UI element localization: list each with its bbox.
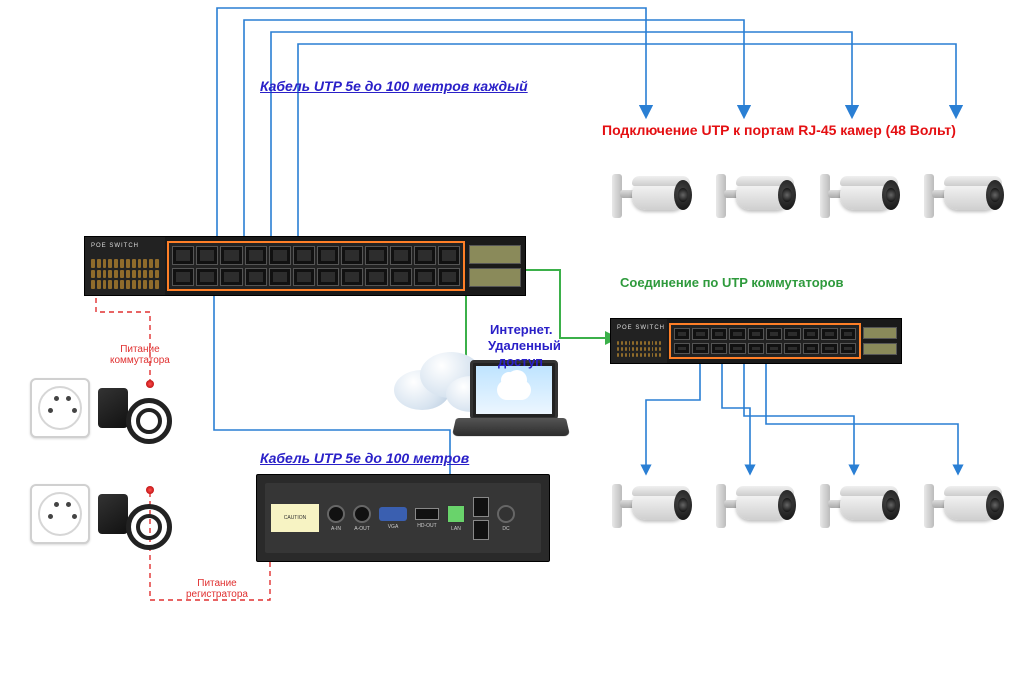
rj45-port — [196, 268, 218, 287]
caution-sticker: CAUTION — [271, 504, 319, 532]
rj45-port — [317, 246, 339, 265]
rj45-port — [220, 246, 242, 265]
switch-sfp-slots — [469, 245, 521, 287]
rj45-port — [729, 343, 745, 355]
power-adapter — [98, 378, 178, 448]
rj45-port — [390, 246, 412, 265]
rj45-port — [269, 246, 291, 265]
ip-camera — [610, 478, 690, 538]
ip-camera — [714, 168, 794, 228]
rj45-port — [245, 268, 267, 287]
rj45-port — [172, 246, 194, 265]
rj45-port — [692, 343, 708, 355]
label-internet-1: Интернет. — [490, 322, 552, 337]
label-switch-link: Соединение по UTP коммутаторов — [620, 275, 844, 290]
switch-brand-label: POE SWITCH — [617, 325, 665, 331]
rj45-port — [438, 246, 460, 265]
switch-port-bank — [669, 323, 861, 359]
lan-port — [447, 505, 465, 523]
ip-camera — [610, 168, 690, 228]
rj45-port — [341, 268, 363, 287]
rj45-port — [821, 328, 837, 340]
rj45-port — [341, 246, 363, 265]
power-adapter — [98, 484, 178, 554]
switch-brand-label: POE SWITCH — [91, 243, 139, 249]
rj45-port — [840, 328, 856, 340]
rj45-port — [821, 343, 837, 355]
ip-camera — [922, 478, 1002, 538]
label-power-nvr: Питание регистратора — [186, 578, 248, 600]
ip-camera — [818, 478, 898, 538]
rj45-port — [390, 268, 412, 287]
label-utp-100m: Кабель UTP 5e до 100 метров — [260, 450, 469, 466]
switch-status-panel: POE SWITCH — [85, 237, 165, 295]
label-power-switch: Питание коммутатора — [110, 344, 170, 366]
hdmi-port — [415, 508, 439, 520]
rj45-port — [803, 328, 819, 340]
dc-in-jack — [497, 505, 515, 523]
switch-port-bank — [167, 241, 465, 291]
nvr-recorder: CAUTION A-IN A-OUT VGA HD-OUT LAN DC — [256, 474, 550, 562]
rj45-port — [293, 246, 315, 265]
rj45-port — [293, 268, 315, 287]
ip-camera — [922, 168, 1002, 228]
label-rj45-cameras: Подключение UTP к портам RJ-45 камер (48… — [602, 122, 956, 138]
label-internet-3: доступ — [498, 354, 543, 369]
switch-led-grid — [617, 341, 661, 357]
rj45-port — [245, 246, 267, 265]
rj45-port — [365, 268, 387, 287]
rj45-port — [172, 268, 194, 287]
ip-camera — [818, 168, 898, 228]
rj45-port — [438, 268, 460, 287]
rj45-port — [748, 343, 764, 355]
rj45-port — [196, 246, 218, 265]
rj45-port — [414, 246, 436, 265]
rj45-port — [692, 328, 708, 340]
rj45-port — [365, 246, 387, 265]
power-outlet — [30, 378, 90, 438]
rj45-port — [317, 268, 339, 287]
rj45-port — [766, 343, 782, 355]
laptop-remote-access — [456, 360, 566, 440]
switch-status-panel: POE SWITCH — [611, 319, 667, 363]
usb-port — [473, 520, 489, 540]
rj45-port — [729, 328, 745, 340]
switch-sfp-slots — [863, 327, 897, 355]
poe-switch-secondary: POE SWITCH — [610, 318, 902, 364]
label-internet-2: Удаленный — [488, 338, 561, 353]
rj45-port — [711, 328, 727, 340]
rj45-port — [269, 268, 291, 287]
switch-led-grid — [91, 259, 159, 289]
usb-port — [473, 497, 489, 517]
diagram-stage: { "canvas": { "w": 1024, "h": 676, "bg":… — [0, 0, 1024, 676]
rj45-port — [220, 268, 242, 287]
rj45-port — [784, 343, 800, 355]
audio-out-jack — [353, 505, 371, 523]
vga-port — [379, 507, 407, 521]
rj45-port — [803, 343, 819, 355]
rj45-port — [840, 343, 856, 355]
rj45-port — [674, 328, 690, 340]
rj45-port — [766, 328, 782, 340]
label-utp-each: Кабель UTP 5e до 100 метров каждый — [260, 78, 528, 94]
nvr-rear-panel: CAUTION A-IN A-OUT VGA HD-OUT LAN DC — [265, 483, 541, 553]
rj45-port — [784, 328, 800, 340]
power-outlet — [30, 484, 90, 544]
rj45-port — [711, 343, 727, 355]
rj45-port — [674, 343, 690, 355]
rj45-port — [748, 328, 764, 340]
audio-in-jack — [327, 505, 345, 523]
rj45-port — [414, 268, 436, 287]
poe-switch-main: POE SWITCH — [84, 236, 526, 296]
ip-camera — [714, 478, 794, 538]
